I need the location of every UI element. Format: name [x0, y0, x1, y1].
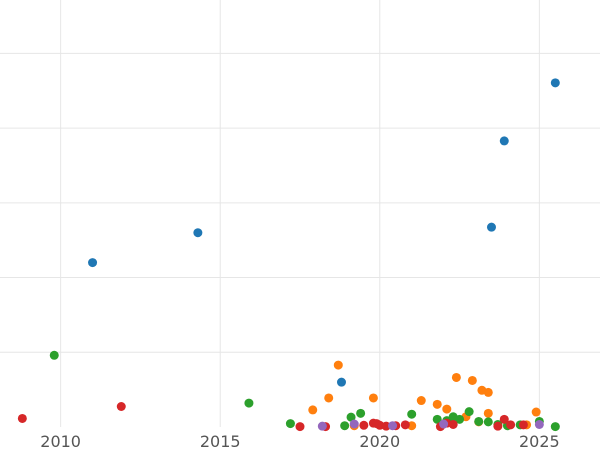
data-point	[244, 398, 254, 408]
data-point	[388, 421, 398, 431]
data-point	[356, 408, 366, 418]
data-point	[464, 407, 474, 417]
data-point	[506, 420, 516, 430]
data-point	[483, 408, 493, 418]
x-tick-label: 2015	[200, 432, 241, 450]
x-tick-label: 2025	[519, 432, 560, 450]
data-point	[49, 350, 59, 360]
data-point	[324, 393, 334, 403]
series-0	[88, 78, 560, 387]
data-point	[486, 222, 496, 232]
data-point	[455, 414, 465, 424]
data-point	[432, 414, 442, 424]
data-point	[359, 420, 369, 430]
data-point	[317, 421, 327, 431]
data-point	[333, 360, 343, 370]
series-4	[317, 419, 544, 431]
data-point	[407, 409, 417, 419]
data-point	[531, 407, 541, 417]
x-tick-label: 2020	[359, 432, 400, 450]
data-point	[499, 136, 509, 146]
data-point	[432, 399, 442, 409]
x-tick-label: 2010	[40, 432, 81, 450]
data-point	[439, 419, 449, 429]
data-point	[116, 402, 126, 412]
data-point	[381, 421, 391, 431]
data-point	[308, 405, 318, 415]
data-point	[467, 375, 477, 385]
data-point	[346, 412, 356, 422]
data-point	[534, 419, 544, 429]
data-points	[17, 78, 560, 432]
data-point	[17, 413, 27, 423]
data-point	[368, 393, 378, 403]
series-2	[49, 350, 560, 432]
data-point	[550, 422, 560, 432]
data-point	[499, 414, 509, 424]
data-point	[483, 387, 493, 397]
data-point	[442, 404, 452, 414]
data-point	[483, 417, 493, 427]
grid	[0, 0, 600, 427]
x-axis-ticks: 2010 2015 2020 2025	[40, 432, 559, 450]
data-point	[340, 421, 350, 431]
data-point	[550, 78, 560, 88]
data-point	[448, 419, 458, 429]
data-point	[493, 421, 503, 431]
data-point	[451, 372, 461, 382]
data-point	[518, 420, 528, 430]
data-point	[416, 396, 426, 406]
data-point	[88, 258, 98, 268]
data-point	[295, 422, 305, 432]
data-point	[336, 377, 346, 387]
data-point	[285, 419, 295, 429]
data-point	[349, 419, 359, 429]
data-point	[400, 420, 410, 430]
data-point	[474, 416, 484, 426]
data-point	[193, 228, 203, 238]
